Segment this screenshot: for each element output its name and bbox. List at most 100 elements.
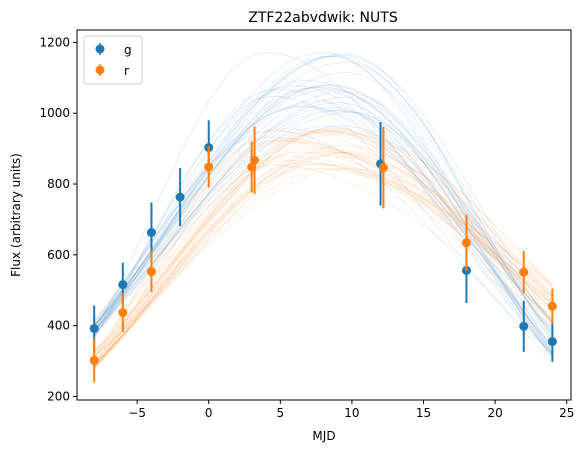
point-r — [461, 238, 471, 248]
model-curve-g — [93, 95, 553, 362]
y-tick-label: 1200 — [39, 35, 70, 49]
model-curve-g — [93, 71, 553, 339]
x-axis-label: MJD — [312, 429, 335, 443]
model-curve-r — [93, 132, 553, 352]
model-curve-g — [93, 125, 553, 344]
legend-box — [83, 35, 143, 85]
model-curve-r — [93, 128, 553, 360]
model-curve-g — [93, 96, 553, 354]
model-curve-r — [93, 168, 553, 365]
model-curve-g — [93, 61, 553, 342]
model-curve-r — [93, 131, 553, 369]
model-curve-r — [93, 138, 553, 365]
model-curve-g — [93, 88, 553, 338]
legend: g r — [83, 35, 143, 85]
x-tick-label: 25 — [559, 406, 574, 420]
plot-frame — [76, 29, 572, 401]
model-curve-g — [93, 91, 553, 336]
point-g — [89, 323, 99, 333]
model-curve-r — [93, 155, 553, 357]
legend-r-marker — [95, 65, 105, 75]
model-curve-g — [93, 130, 553, 355]
point-r — [146, 266, 156, 276]
model-curve-g — [93, 105, 553, 340]
model-curve-r — [93, 164, 553, 369]
point-g — [175, 192, 185, 202]
data-points — [89, 120, 557, 383]
model-curve-r — [93, 163, 553, 361]
model-curve-g — [93, 85, 553, 355]
model-curve-r — [93, 132, 553, 354]
point-r — [250, 155, 260, 165]
model-curve-g — [93, 55, 553, 336]
point-g — [547, 337, 557, 347]
point-r — [89, 355, 99, 365]
x-tick-label: 10 — [344, 406, 359, 420]
point-r — [519, 267, 529, 277]
model-curve-r — [93, 151, 553, 369]
model-curve-g — [93, 106, 553, 354]
x-tick-label: 0 — [205, 406, 213, 420]
model-curve-r — [93, 136, 553, 358]
model-curve-r — [93, 168, 553, 368]
x-tick-label: 5 — [277, 406, 285, 420]
x-axis: −5 0 5 10 15 20 25 — [128, 400, 574, 420]
y-axis-label: Flux (arbitrary units) — [9, 153, 23, 277]
model-curve-r — [93, 162, 553, 358]
point-g — [519, 321, 529, 331]
model-curves — [93, 51, 553, 370]
model-curve-g — [93, 102, 553, 352]
model-curve-r — [93, 151, 553, 358]
model-curve-g — [93, 87, 553, 357]
y-tick-label: 400 — [47, 319, 70, 333]
y-tick-label: 800 — [47, 177, 70, 191]
y-tick-label: 600 — [47, 248, 70, 262]
point-g — [146, 228, 156, 238]
model-curve-g — [93, 51, 553, 358]
model-curve-g — [93, 85, 553, 332]
model-curve-r — [93, 140, 553, 354]
y-axis: 200 400 600 800 1000 1200 — [39, 35, 77, 403]
model-curve-r — [93, 127, 553, 367]
point-r — [547, 301, 557, 311]
model-curve-g — [93, 125, 553, 350]
model-curve-r — [93, 156, 553, 353]
legend-g-label: g — [124, 43, 132, 57]
point-r — [204, 162, 214, 172]
model-curve-r — [93, 168, 553, 357]
model-curve-g — [93, 86, 553, 334]
model-curve-r — [93, 151, 553, 366]
model-curve-g — [93, 88, 553, 354]
x-tick-label: 20 — [487, 406, 502, 420]
model-curve-g — [93, 110, 553, 332]
model-curve-g — [93, 109, 553, 333]
point-g — [118, 280, 128, 290]
model-curve-r — [93, 151, 553, 369]
y-tick-label: 200 — [47, 389, 70, 403]
legend-g-marker — [95, 44, 105, 54]
model-curve-g — [93, 52, 553, 356]
model-curve-g — [93, 84, 553, 336]
model-curve-r — [93, 129, 553, 367]
legend-r-label: r — [124, 64, 129, 78]
model-curve-r — [93, 152, 553, 366]
model-curve-g — [93, 106, 553, 346]
x-tick-label: 15 — [416, 406, 431, 420]
model-curve-r — [93, 159, 553, 366]
model-curve-r — [93, 130, 553, 354]
model-curve-g — [93, 54, 553, 324]
model-curve-r — [93, 129, 553, 362]
chart-title: ZTF22abvdwik: NUTS — [248, 10, 398, 26]
model-curve-r — [93, 164, 553, 366]
model-curve-r — [93, 140, 553, 366]
model-curve-g — [93, 53, 553, 350]
y-tick-label: 1000 — [39, 106, 70, 120]
point-r — [118, 308, 128, 318]
model-curve-r — [93, 130, 553, 370]
model-curve-r — [93, 147, 553, 357]
point-r — [378, 163, 388, 173]
model-curve-g — [93, 79, 553, 336]
model-curve-g — [93, 111, 553, 359]
x-tick-label: −5 — [128, 406, 146, 420]
